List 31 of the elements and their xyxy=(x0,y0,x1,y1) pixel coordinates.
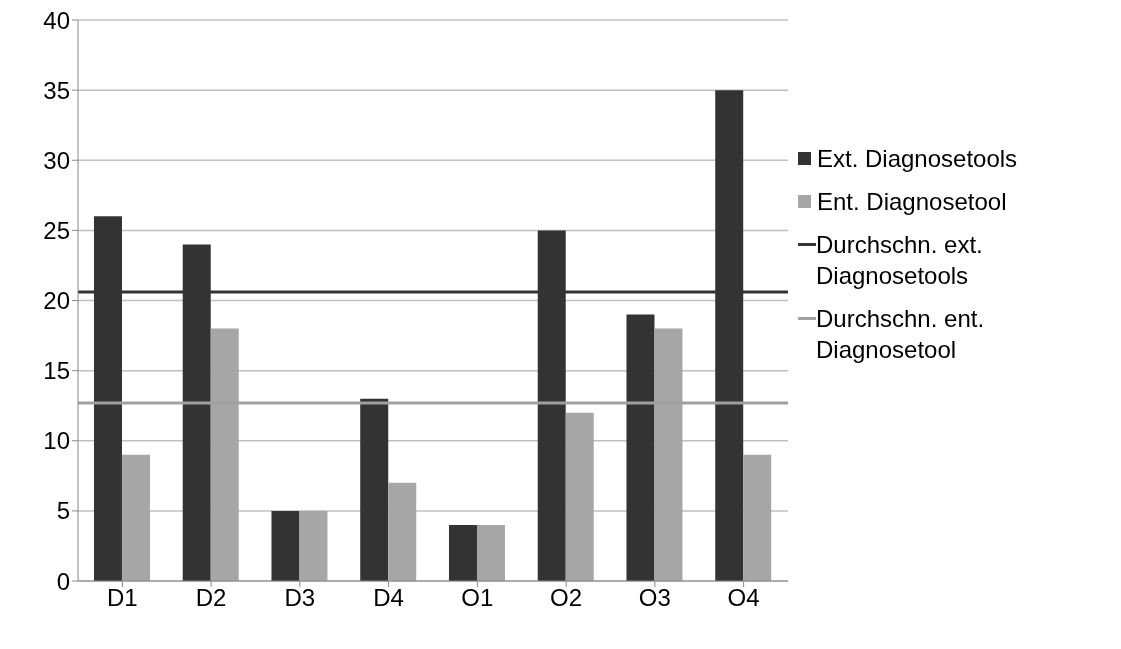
legend-label: Ent. Diagnosetool xyxy=(817,187,1007,217)
y-tick-label: 0 xyxy=(56,567,70,595)
bar xyxy=(121,454,150,581)
y-tick-label: 20 xyxy=(43,287,70,315)
bar xyxy=(476,524,505,581)
y-tick-label: 15 xyxy=(43,357,70,385)
bar xyxy=(448,524,477,581)
y-tick-label: 40 xyxy=(43,6,70,34)
y-tick-label: 5 xyxy=(56,497,70,525)
legend-label: Durchschn. ent. Diagnosetool xyxy=(816,304,986,365)
x-tick-label: O4 xyxy=(727,584,760,612)
x-tick-label: O1 xyxy=(461,584,494,612)
x-tick-label: D4 xyxy=(373,584,404,612)
bar xyxy=(626,314,655,581)
bar xyxy=(360,398,389,581)
x-tick-label: D1 xyxy=(107,584,138,612)
bar xyxy=(565,412,594,581)
x-tick-label: D2 xyxy=(195,584,227,612)
x-tick-label: O3 xyxy=(638,584,671,612)
x-tick-label: O2 xyxy=(550,584,583,612)
x-tick-label: D3 xyxy=(284,584,316,612)
y-tick-label: 35 xyxy=(43,76,70,104)
y-tick-label: 10 xyxy=(43,427,70,455)
y-tick-label: 25 xyxy=(43,216,70,244)
bar xyxy=(299,510,328,581)
legend-label: Durchschn. ext. Diagnosetools xyxy=(816,230,984,291)
bar xyxy=(388,482,417,581)
bar xyxy=(271,510,300,581)
y-tick-label: 30 xyxy=(43,146,70,174)
legend-label: Ext. Diagnosetools xyxy=(817,144,1018,174)
bar xyxy=(743,454,772,581)
